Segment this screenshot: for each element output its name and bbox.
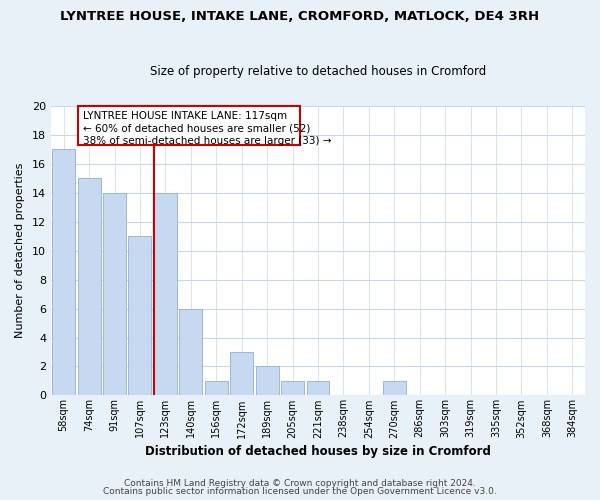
Text: ← 60% of detached houses are smaller (52): ← 60% of detached houses are smaller (52…: [83, 124, 310, 134]
X-axis label: Distribution of detached houses by size in Cromford: Distribution of detached houses by size …: [145, 444, 491, 458]
Bar: [307, 381, 329, 396]
FancyBboxPatch shape: [77, 106, 300, 145]
Text: 38% of semi-detached houses are larger (33) →: 38% of semi-detached houses are larger (…: [83, 136, 331, 146]
Text: Contains HM Land Registry data © Crown copyright and database right 2024.: Contains HM Land Registry data © Crown c…: [124, 478, 476, 488]
Bar: [103, 193, 126, 396]
Bar: [383, 381, 406, 396]
Bar: [281, 381, 304, 396]
Text: LYNTREE HOUSE INTAKE LANE: 117sqm: LYNTREE HOUSE INTAKE LANE: 117sqm: [83, 111, 287, 121]
Text: LYNTREE HOUSE, INTAKE LANE, CROMFORD, MATLOCK, DE4 3RH: LYNTREE HOUSE, INTAKE LANE, CROMFORD, MA…: [61, 10, 539, 23]
Bar: [52, 150, 75, 396]
Bar: [77, 178, 101, 396]
Bar: [205, 381, 227, 396]
Bar: [179, 308, 202, 396]
Title: Size of property relative to detached houses in Cromford: Size of property relative to detached ho…: [150, 66, 486, 78]
Text: Contains public sector information licensed under the Open Government Licence v3: Contains public sector information licen…: [103, 487, 497, 496]
Y-axis label: Number of detached properties: Number of detached properties: [15, 163, 25, 338]
Bar: [230, 352, 253, 396]
Bar: [154, 193, 177, 396]
Bar: [128, 236, 151, 396]
Bar: [256, 366, 278, 396]
